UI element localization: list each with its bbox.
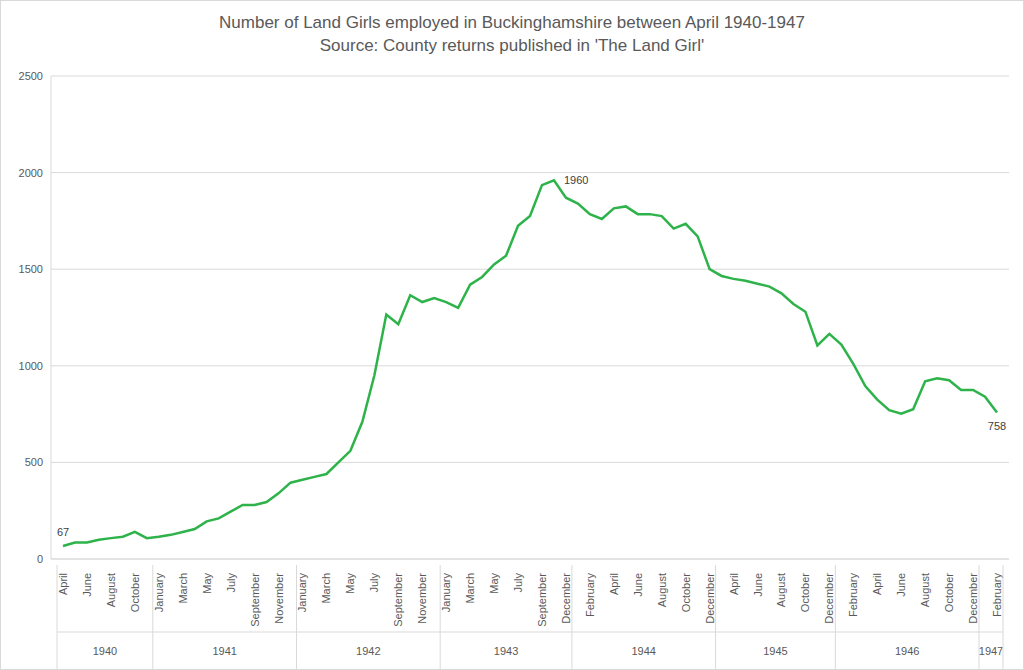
svg-text:June: June — [895, 573, 907, 597]
svg-text:February: February — [847, 573, 859, 618]
svg-text:August: August — [656, 573, 668, 607]
svg-text:1960: 1960 — [564, 174, 588, 186]
svg-text:November: November — [273, 573, 285, 624]
svg-text:May: May — [201, 573, 213, 594]
svg-text:1500: 1500 — [19, 263, 43, 275]
svg-text:October: October — [799, 573, 811, 612]
svg-text:January: January — [440, 573, 452, 613]
svg-text:1940: 1940 — [93, 645, 117, 657]
svg-text:November: November — [416, 573, 428, 624]
svg-text:2500: 2500 — [19, 70, 43, 82]
svg-text:January: January — [153, 573, 165, 613]
svg-text:July: July — [225, 573, 237, 593]
svg-text:March: March — [464, 573, 476, 604]
svg-text:1941: 1941 — [212, 645, 236, 657]
svg-text:2000: 2000 — [19, 167, 43, 179]
svg-text:April: April — [871, 573, 883, 595]
svg-text:August: August — [105, 573, 117, 607]
svg-text:May: May — [344, 573, 356, 594]
svg-text:0: 0 — [37, 553, 43, 565]
html-text:Number of Land Girls employed: Number of Land Girls employed in Bucking… — [219, 13, 805, 32]
svg-text:August: August — [919, 573, 931, 607]
svg-text:August: August — [775, 573, 787, 607]
svg-text:October: October — [943, 573, 955, 612]
svg-text:September: September — [392, 573, 404, 627]
svg-text:1944: 1944 — [632, 645, 656, 657]
svg-text:1943: 1943 — [494, 645, 518, 657]
svg-text:1946: 1946 — [895, 645, 919, 657]
svg-text:1945: 1945 — [763, 645, 787, 657]
svg-text:December: December — [823, 573, 835, 624]
svg-text:September: September — [249, 573, 261, 627]
svg-text:July: July — [368, 573, 380, 593]
svg-text:67: 67 — [57, 526, 69, 538]
svg-text:October: October — [680, 573, 692, 612]
svg-text:March: March — [177, 573, 189, 604]
svg-text:April: April — [608, 573, 620, 595]
svg-text:July: July — [512, 573, 524, 593]
svg-text:January: January — [296, 573, 308, 613]
svg-text:September: September — [536, 573, 548, 627]
svg-text:April: April — [728, 573, 740, 595]
svg-text:December: December — [704, 573, 716, 624]
svg-text:June: June — [81, 573, 93, 597]
svg-text:February: February — [991, 573, 1003, 618]
svg-text:758: 758 — [988, 420, 1006, 432]
svg-text:December: December — [967, 573, 979, 624]
svg-text:December: December — [560, 573, 572, 624]
svg-text:April: April — [57, 573, 69, 595]
svg-text:1942: 1942 — [356, 645, 380, 657]
html-text:Source: County returns publish: Source: County returns published in 'The… — [319, 36, 705, 55]
svg-text:1947: 1947 — [979, 645, 1003, 657]
svg-text:May: May — [488, 573, 500, 594]
svg-text:October: October — [129, 573, 141, 612]
svg-text:1000: 1000 — [19, 360, 43, 372]
svg-text:500: 500 — [25, 456, 43, 468]
svg-text:June: June — [632, 573, 644, 597]
svg-text:March: March — [320, 573, 332, 604]
svg-text:February: February — [584, 573, 596, 618]
svg-text:June: June — [752, 573, 764, 597]
